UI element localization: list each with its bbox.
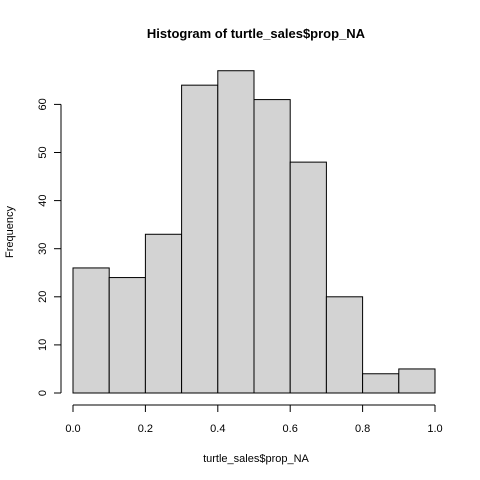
y-tick-label-0: 0 — [37, 390, 49, 396]
x-axis: 0.0 0.2 0.4 0.6 0.8 1.0 — [65, 405, 442, 435]
histogram-bar-2 — [145, 234, 181, 393]
x-tick-label-2: 0.4 — [210, 423, 225, 435]
y-axis: 0 10 20 30 40 50 60 — [37, 98, 61, 396]
histogram-bar-1 — [109, 278, 145, 393]
histogram-bar-6 — [290, 162, 326, 393]
histogram-bar-9 — [399, 369, 435, 393]
x-tick-label-0: 0.0 — [65, 423, 80, 435]
y-tick-label-1: 10 — [37, 339, 49, 351]
x-tick-label-1: 0.2 — [138, 423, 153, 435]
x-tick-label-5: 1.0 — [427, 423, 442, 435]
x-tick-label-3: 0.6 — [283, 423, 298, 435]
histogram-bar-0 — [73, 268, 109, 393]
histogram-bar-4 — [218, 71, 254, 393]
y-tick-label-3: 30 — [37, 243, 49, 255]
histogram-bar-7 — [326, 297, 362, 393]
chart-title: Histogram of turtle_sales$prop_NA — [147, 26, 366, 41]
y-axis-label: Frequency — [4, 206, 16, 258]
y-tick-label-5: 50 — [37, 146, 49, 158]
y-tick-label-6: 60 — [37, 98, 49, 110]
y-tick-label-2: 20 — [37, 291, 49, 303]
y-tick-label-4: 40 — [37, 194, 49, 206]
x-axis-label: turtle_sales$prop_NA — [203, 453, 309, 465]
bars-group — [73, 71, 435, 393]
histogram-bar-5 — [254, 100, 290, 393]
histogram-bar-3 — [182, 85, 218, 393]
histogram-bar-8 — [363, 374, 399, 393]
x-tick-label-4: 0.8 — [355, 423, 370, 435]
